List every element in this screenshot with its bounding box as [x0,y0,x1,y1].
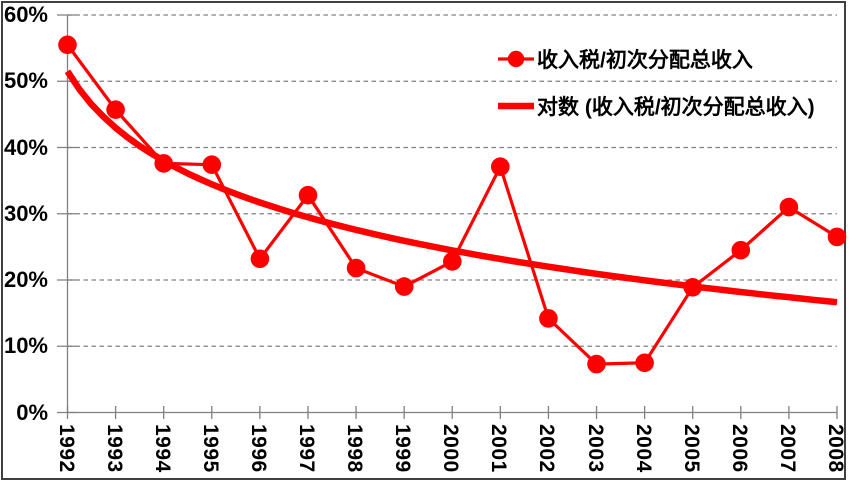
y-tick-label-20: 20% [3,267,48,292]
legend-item-trendline: 对数 (收入税/初次分配总收入) [498,92,815,120]
legend-item-series: 收入税/初次分配总收入 [498,45,815,73]
y-tick-label-0: 0% [16,399,48,425]
legend-label-series: 收入税/初次分配总收入 [537,49,753,72]
y-tick-label-60: 60% [3,2,48,27]
x-tick-label-2002: 2002 [535,424,559,473]
x-tick-label-2001: 2001 [487,424,511,473]
data-point-2007 [779,197,799,217]
legend-label-trendline: 对数 (收入税/初次分配总收入) [537,96,815,119]
x-tick-label-1997: 1997 [294,424,318,473]
data-point-1997 [298,185,318,205]
data-point-2006 [731,240,751,260]
data-point-2008 [827,227,847,247]
x-tick-label-1998: 1998 [343,424,367,473]
y-tick-label-30: 30% [3,200,48,226]
x-tick-label-2003: 2003 [583,424,607,473]
data-point-1992 [58,35,77,55]
x-tick-label-1993: 1993 [102,424,126,473]
y-tick-label-10: 10% [3,333,48,359]
data-point-1998 [346,258,366,278]
data-point-1994 [154,154,173,173]
data-point-1999 [394,277,414,296]
trendline [64,69,838,306]
data-point-2005 [683,278,702,297]
x-tick-label-2007: 2007 [775,424,799,473]
legend-line-marker-icon [498,50,534,68]
x-tick-label-1994: 1994 [150,424,174,473]
data-point-2004 [635,353,654,373]
x-tick-label-2006: 2006 [727,424,751,473]
x-tick-label-1996: 1996 [246,424,270,473]
x-tick-label-2004: 2004 [631,424,655,473]
data-point-1995 [202,155,222,174]
x-tick-label-2008: 2008 [824,424,847,473]
x-tick-label-1999: 1999 [391,424,415,473]
x-tick-label-1992: 1992 [54,424,78,473]
data-point-2003 [587,354,606,374]
legend: 收入税/初次分配总收入 对数 (收入税/初次分配总收入) [498,45,815,120]
data-point-1996 [250,249,270,269]
data-point-2002 [539,309,558,328]
y-tick-label-50: 50% [3,68,48,94]
data-point-2000 [443,252,462,271]
x-tick-label-2005: 2005 [679,424,703,473]
y-tick-label-40: 40% [3,134,48,160]
data-point-2001 [491,157,510,176]
data-point-1993 [106,100,125,119]
x-tick-label-1995: 1995 [198,424,222,473]
legend-trendline-icon [498,102,534,110]
x-tick-label-2000: 2000 [439,424,463,473]
